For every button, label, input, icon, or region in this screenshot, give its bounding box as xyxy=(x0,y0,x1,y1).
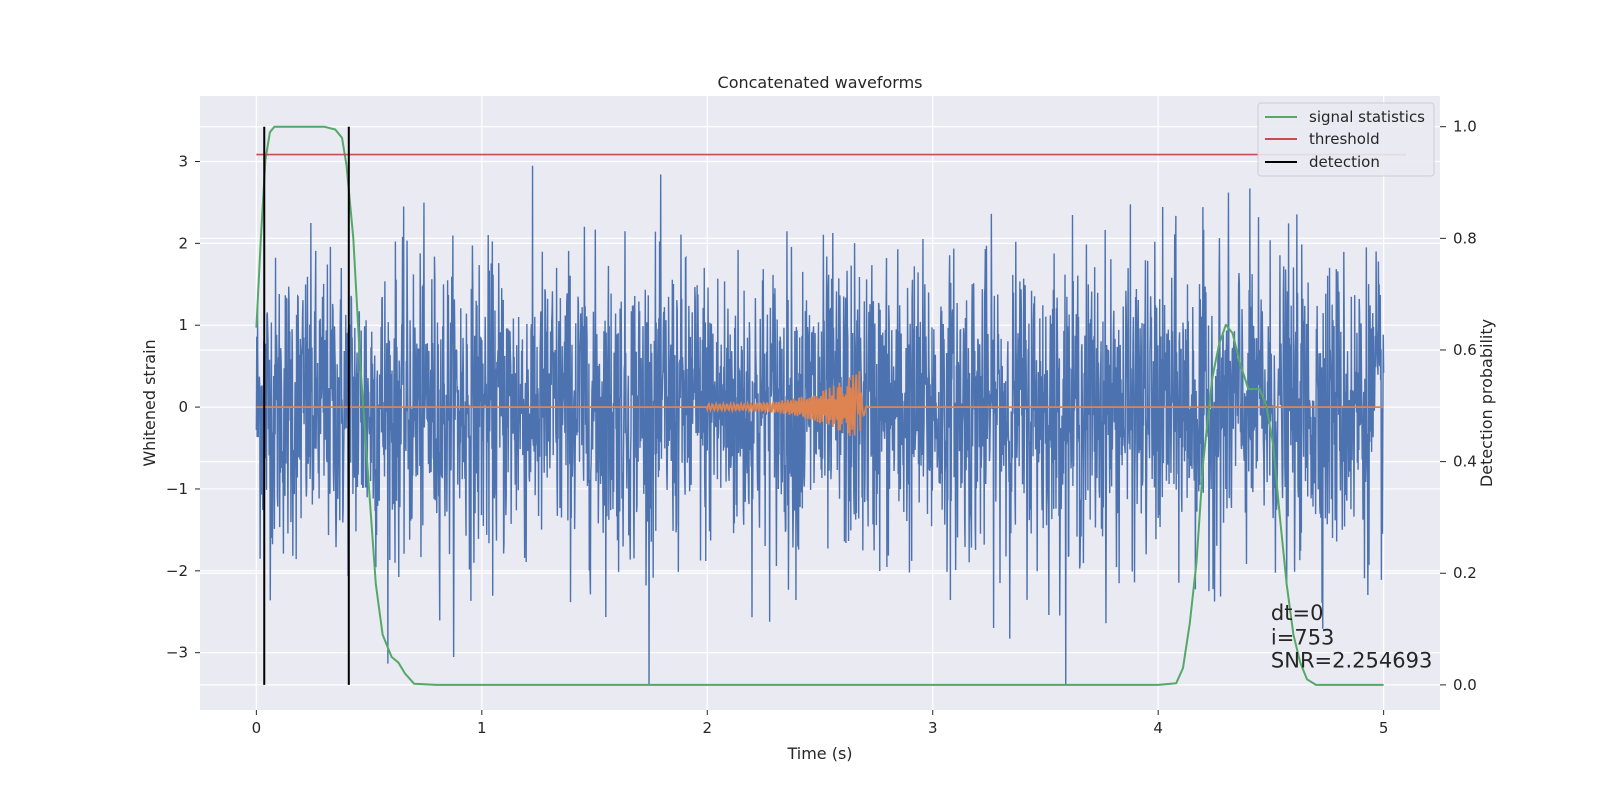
legend-label-detection: detection xyxy=(1309,153,1380,171)
annotation-snr: SNR=2.254693 xyxy=(1271,648,1432,672)
x-tick-label-0: 0 xyxy=(252,719,262,737)
y2-tick-label-4: 0.2 xyxy=(1453,564,1477,582)
legend-box xyxy=(1257,102,1435,177)
y-tick-label-4: −1 xyxy=(166,480,188,498)
legend-label-threshold: threshold xyxy=(1309,130,1380,148)
chart-title: Concatenated waveforms xyxy=(718,73,923,92)
y2-axis-title: Detection probability xyxy=(1477,319,1496,487)
annotation-index: i=753 xyxy=(1271,626,1335,650)
annotation-dt: dt=0 xyxy=(1271,601,1324,625)
y-tick-label-3: 0 xyxy=(178,398,188,416)
legend-label-signal-statistics: signal statistics xyxy=(1309,108,1425,126)
legend: signal statistics threshold detection xyxy=(1257,102,1435,177)
x-tick-label-2: 2 xyxy=(702,719,712,737)
axes-layer: 0 1 2 3 4 5 3 2 1 0 −1 −2 −3 1.0 0.8 0.6 0.4 0.2 0.0 xyxy=(166,118,1477,737)
y2-tick-label-5: 0.0 xyxy=(1453,676,1477,694)
y-tick-label-1: 2 xyxy=(178,234,188,252)
y2-tick-label-0: 1.0 xyxy=(1453,118,1477,136)
x-axis-title: Time (s) xyxy=(786,744,852,763)
x-tick-label-1: 1 xyxy=(477,719,487,737)
annotations: dt=0 i=753 SNR=2.254693 xyxy=(1271,601,1432,672)
y-tick-label-6: −3 xyxy=(166,644,188,662)
x-tick-label-4: 4 xyxy=(1153,719,1163,737)
y2-tick-label-1: 0.8 xyxy=(1453,229,1477,247)
y-tick-label-2: 1 xyxy=(178,316,188,334)
data-layer xyxy=(255,125,1407,686)
y-tick-label-0: 3 xyxy=(178,152,188,170)
y-tick-label-5: −2 xyxy=(166,562,188,580)
waveform-chirp-line xyxy=(256,371,1384,436)
x-tick-label-3: 3 xyxy=(928,719,938,737)
y-axis-title: Whitened strain xyxy=(140,339,159,466)
signal-statistics-line xyxy=(255,125,1384,686)
y2-tick-label-2: 0.6 xyxy=(1453,341,1477,359)
x-tick-label-5: 5 xyxy=(1379,719,1389,737)
y2-tick-label-3: 0.4 xyxy=(1453,453,1477,471)
